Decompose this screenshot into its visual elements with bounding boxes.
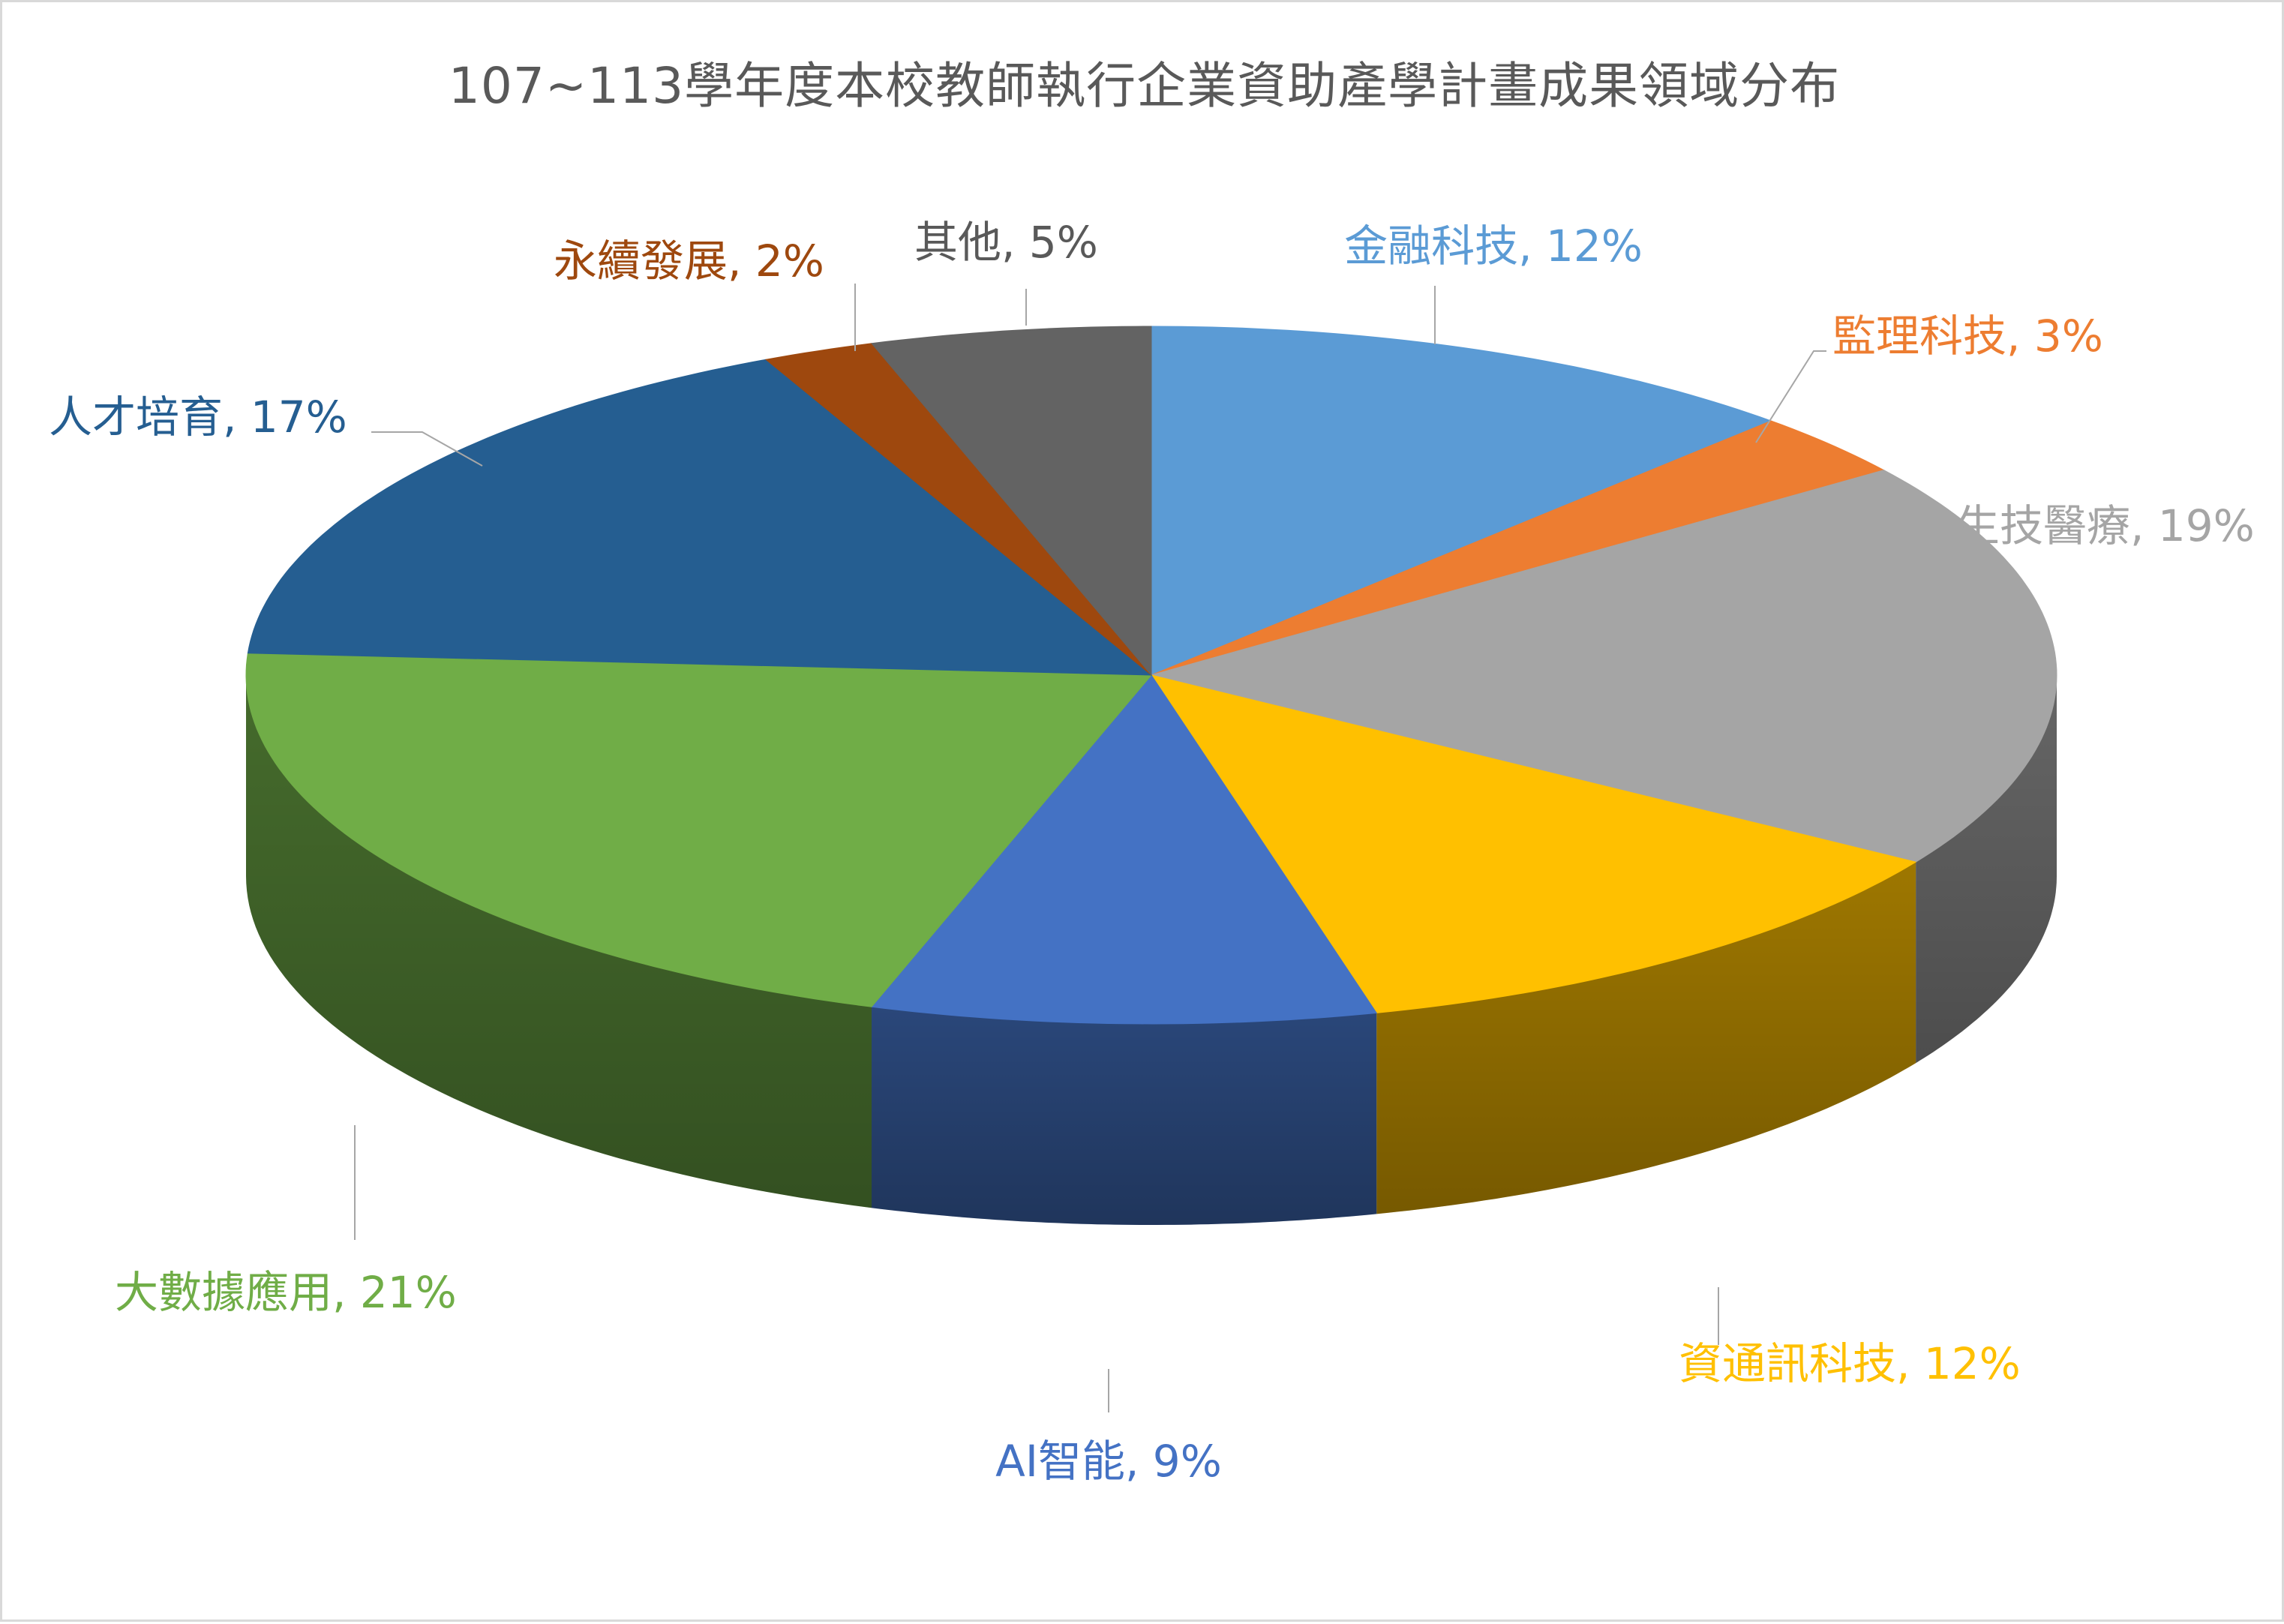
slice-2-data-label: 生技醫療, 19% [1956, 500, 2255, 551]
slice-4-top [871, 674, 1378, 1025]
pie-data-labels: 金融科技, 12% 監理科技, 3% 生技醫療, 19% 資通訊科技, 12% AI智能… [49, 217, 2255, 1487]
slice-3-data-label: 資通訊科技, 12% [1679, 1338, 2021, 1389]
slice-5-top [245, 653, 1153, 1007]
slice-5-side-shade [246, 675, 872, 1208]
slice-2-side-shade [1916, 675, 2057, 1064]
slice-4-side-shade [872, 1007, 1377, 1225]
pie-leader-lines [354, 284, 1826, 1412]
slice-8-top [871, 326, 1152, 677]
pie-top [245, 326, 2057, 1025]
slice-1-data-label: 監理科技, 3% [1832, 311, 2103, 362]
slice-6-data-label: 人才培育, 17% [49, 392, 347, 443]
slice-3-side-shade [1376, 862, 1916, 1214]
slice-3-top [1150, 674, 1917, 1013]
slice-4-data-label: AI智能, 9% [995, 1436, 1222, 1487]
slice-0-data-label: 金融科技, 12% [1344, 221, 1643, 272]
slice-6-leader-line [371, 431, 483, 467]
slice-7-top [764, 343, 1152, 676]
chart-title: 107~113學年度本校教師執行企業資助產學計畫成果領域分布 [448, 57, 1841, 115]
slice-7-data-label: 永續發展, 2% [554, 236, 824, 287]
slice-1-leader-line [1755, 350, 1826, 443]
slice-5-data-label: 大數據應用, 21% [115, 1267, 457, 1318]
slice-2-top [1150, 470, 2057, 863]
slice-1-top [1151, 420, 1885, 676]
slice-0-top [1151, 326, 1772, 676]
pie-sides [246, 675, 2057, 1225]
slice-6-top [247, 359, 1153, 676]
slice-8-data-label: 其他, 5% [914, 217, 1098, 268]
